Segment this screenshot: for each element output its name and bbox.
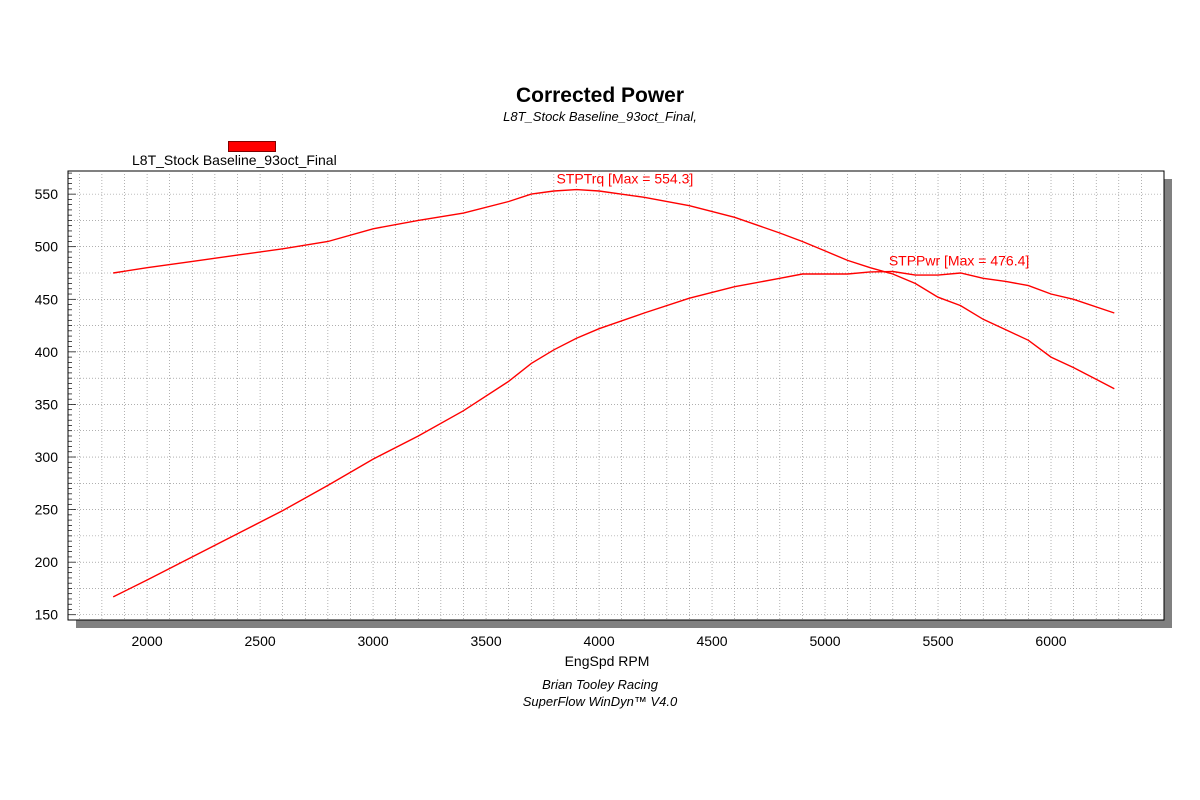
y-tick-label: 300	[35, 449, 59, 465]
x-tick-label: 3500	[470, 633, 501, 649]
plot-area	[67, 170, 1165, 621]
y-tick-label: 200	[35, 554, 59, 570]
y-tick-label: 250	[35, 502, 59, 518]
y-tick-label: 450	[35, 291, 59, 307]
x-tick-label: 3000	[357, 633, 388, 649]
y-tick-label: 550	[35, 186, 59, 202]
legend-label: L8T_Stock Baseline_93oct_Final	[132, 152, 337, 168]
labels-layer: STPTrq [Max = 554.3] STPPwr [Max = 476.4]	[556, 171, 1029, 269]
footer-credit-line1: Brian Tooley Racing	[542, 677, 658, 692]
y-tick-label: 400	[35, 344, 59, 360]
x-tick-label: 2500	[245, 633, 276, 649]
chart-title: Corrected Power	[515, 84, 685, 107]
series-line-stptrq	[113, 188, 1115, 390]
x-tick-label: 5000	[809, 633, 840, 649]
y-tick-label: 500	[35, 239, 59, 255]
y-tick-label: 350	[35, 396, 59, 412]
series-layer	[112, 188, 1115, 598]
y-tick-label: 150	[35, 607, 59, 623]
series-label-stptrq: STPTrq [Max = 554.3]	[556, 171, 693, 187]
x-tick-label: 6000	[1035, 633, 1066, 649]
x-axis-label: EngSpd RPM	[565, 653, 650, 669]
axes: 150 200 250 300 350 400 450 500 550 2000 2500 3000 3…	[35, 172, 1067, 649]
series-line-stppwr	[112, 270, 1115, 598]
x-tick-label: 5500	[922, 633, 953, 649]
chart-subtitle: L8T_Stock Baseline_93oct_Final,	[503, 109, 697, 124]
series-label-stppwr: STPPwr [Max = 476.4]	[889, 253, 1029, 269]
x-tick-label: 2000	[132, 633, 163, 649]
legend-swatch	[228, 141, 276, 152]
footer-credit-line2: SuperFlow WinDyn™ V4.0	[522, 694, 678, 709]
x-tick-label: 4500	[696, 633, 727, 649]
x-tick-label: 4000	[583, 633, 614, 649]
